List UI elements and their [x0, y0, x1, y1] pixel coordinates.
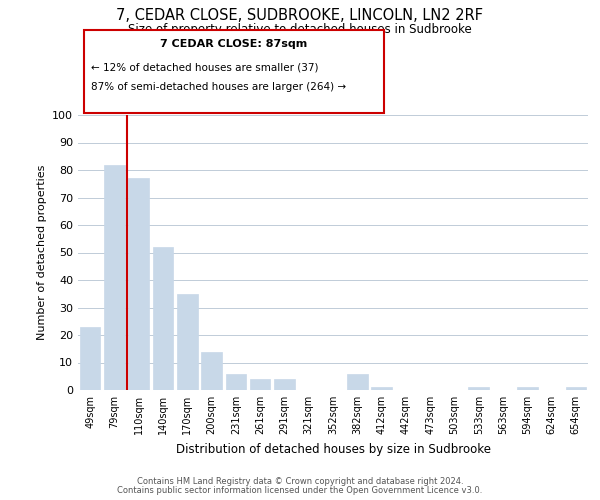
- Bar: [201, 352, 222, 390]
- Bar: [128, 178, 149, 390]
- Bar: [274, 379, 295, 390]
- Text: 7 CEDAR CLOSE: 87sqm: 7 CEDAR CLOSE: 87sqm: [160, 39, 308, 49]
- Text: Contains HM Land Registry data © Crown copyright and database right 2024.: Contains HM Land Registry data © Crown c…: [137, 477, 463, 486]
- Bar: [104, 164, 125, 390]
- Bar: [566, 387, 586, 390]
- Text: Size of property relative to detached houses in Sudbrooke: Size of property relative to detached ho…: [128, 22, 472, 36]
- Text: Contains public sector information licensed under the Open Government Licence v3: Contains public sector information licen…: [118, 486, 482, 495]
- Bar: [80, 327, 100, 390]
- Bar: [250, 379, 271, 390]
- Bar: [177, 294, 197, 390]
- Text: ← 12% of detached houses are smaller (37): ← 12% of detached houses are smaller (37…: [91, 62, 319, 72]
- Y-axis label: Number of detached properties: Number of detached properties: [37, 165, 47, 340]
- Bar: [226, 374, 246, 390]
- Bar: [469, 387, 489, 390]
- Bar: [517, 387, 538, 390]
- Bar: [371, 387, 392, 390]
- X-axis label: Distribution of detached houses by size in Sudbrooke: Distribution of detached houses by size …: [176, 442, 491, 456]
- Text: 7, CEDAR CLOSE, SUDBROOKE, LINCOLN, LN2 2RF: 7, CEDAR CLOSE, SUDBROOKE, LINCOLN, LN2 …: [116, 8, 484, 22]
- Bar: [152, 247, 173, 390]
- Bar: [347, 374, 368, 390]
- Text: 87% of semi-detached houses are larger (264) →: 87% of semi-detached houses are larger (…: [91, 82, 346, 92]
